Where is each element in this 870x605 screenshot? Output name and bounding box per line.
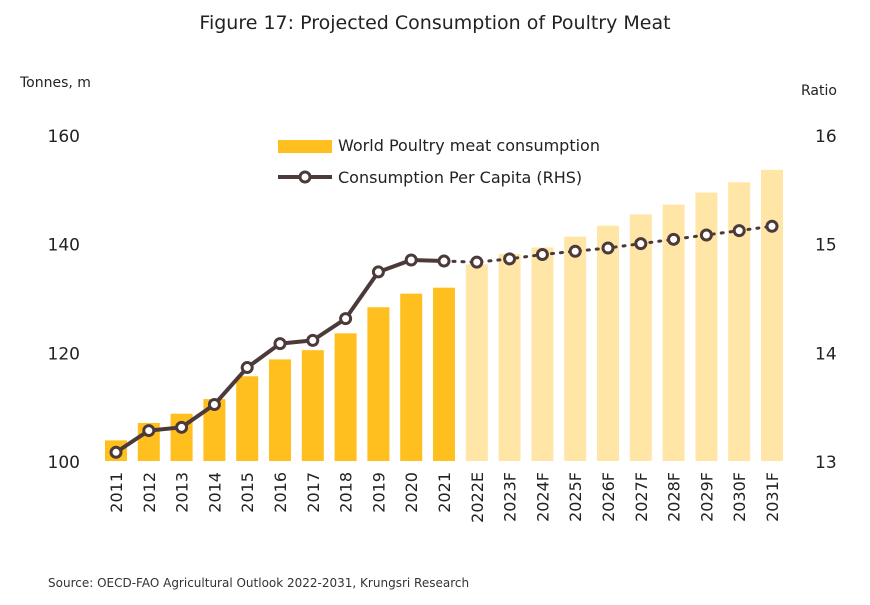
- bar-2014: [203, 399, 226, 461]
- point-2021: [437, 254, 451, 268]
- point-2027F: [634, 237, 648, 251]
- point-2026F: [601, 241, 615, 255]
- x-tick-label: 2023F: [501, 472, 520, 522]
- bar-2024F: [531, 247, 554, 461]
- bar-2027F: [629, 214, 652, 461]
- x-tick-label: 2015: [238, 472, 257, 513]
- x-tick-label: 2031F: [763, 472, 782, 522]
- chart-title: Figure 17: Projected Consumption of Poul…: [199, 12, 671, 34]
- x-tick-label: 2012: [140, 472, 159, 513]
- bar-2018: [334, 333, 357, 461]
- y-tick-label: 160: [48, 127, 80, 147]
- legend: World Poultry meat consumption Consumptio…: [278, 136, 600, 187]
- point-2030F: [732, 224, 746, 238]
- bar-2030F: [728, 182, 751, 461]
- x-tick-label: 2026F: [599, 472, 618, 522]
- point-2013: [175, 420, 189, 434]
- bar-2021: [433, 287, 455, 461]
- point-2017: [306, 333, 320, 347]
- x-tick-label: 2020: [402, 472, 421, 513]
- x-tick-label: 2030F: [730, 472, 749, 522]
- line-series: [109, 219, 779, 459]
- point-2028F: [667, 232, 681, 246]
- bar-2028F: [662, 204, 685, 461]
- y2-tick-label: 16: [815, 127, 837, 147]
- x-tick-label: 2028F: [665, 472, 684, 522]
- y2-tick-label: 15: [815, 236, 837, 256]
- point-2029F: [699, 228, 713, 242]
- x-tick-label: 2013: [173, 472, 192, 513]
- point-2019: [371, 265, 385, 279]
- x-tick-label: 2016: [271, 472, 290, 513]
- x-tick-label: 2017: [304, 472, 323, 513]
- bar-2023F: [498, 253, 521, 461]
- y-tick-label: 100: [48, 453, 80, 473]
- y-axis-ticks: 100 120 140 160: [48, 127, 80, 473]
- y-tick-label: 140: [48, 236, 80, 256]
- y-tick-label: 120: [48, 344, 80, 364]
- bar-2015: [236, 376, 259, 461]
- source-note: Source: OECD-FAO Agricultural Outlook 20…: [48, 576, 470, 590]
- point-2023F: [503, 252, 517, 266]
- bar-2019: [367, 307, 390, 461]
- point-2016: [273, 337, 287, 351]
- bar-2026F: [597, 225, 619, 461]
- x-axis-ticks: 2011 2012 2013 2014 2015 2016 2017 2018 2019 2020…: [107, 472, 782, 523]
- bar-2031F: [761, 169, 783, 462]
- x-tick-label: 2029F: [697, 472, 716, 522]
- bar-2029F: [695, 192, 718, 462]
- point-2025F: [568, 244, 582, 258]
- x-tick-label: 2019: [369, 472, 388, 513]
- bar-2025F: [564, 236, 587, 461]
- x-tick-label: 2022E: [468, 472, 487, 523]
- legend-swatch-bar: [278, 140, 332, 153]
- y2-tick-label: 14: [815, 344, 837, 364]
- y2-tick-label: 13: [815, 453, 837, 473]
- bar-2016: [269, 359, 291, 461]
- legend-label-bar: World Poultry meat consumption: [338, 136, 600, 155]
- x-tick-label: 2025F: [566, 472, 585, 522]
- point-2024F: [535, 248, 549, 262]
- legend-label-line: Consumption Per Capita (RHS): [338, 168, 582, 187]
- y-axis-label: Tonnes, m: [20, 75, 91, 91]
- bar-2020: [400, 293, 423, 461]
- bar-2017: [301, 350, 324, 461]
- bar-series: [105, 169, 783, 462]
- point-2022E: [470, 255, 484, 269]
- x-tick-label: 2018: [337, 472, 356, 513]
- point-2020: [404, 253, 418, 267]
- x-tick-label: 2021: [435, 472, 454, 513]
- point-2015: [240, 361, 254, 375]
- y2-axis-label: Ratio: [801, 83, 837, 99]
- x-tick-label: 2024F: [533, 472, 552, 522]
- x-tick-label: 2027F: [632, 472, 651, 522]
- point-2031F: [765, 219, 779, 233]
- x-tick-label: 2011: [107, 472, 126, 513]
- bar-2022E: [465, 264, 488, 461]
- point-2011: [109, 445, 123, 459]
- x-tick-label: 2014: [205, 472, 224, 513]
- legend-marker-line: [298, 170, 312, 184]
- point-2018: [339, 312, 353, 326]
- point-2012: [142, 424, 156, 438]
- y2-axis-ticks: 13 14 15 16: [815, 127, 837, 473]
- point-2014: [207, 397, 221, 411]
